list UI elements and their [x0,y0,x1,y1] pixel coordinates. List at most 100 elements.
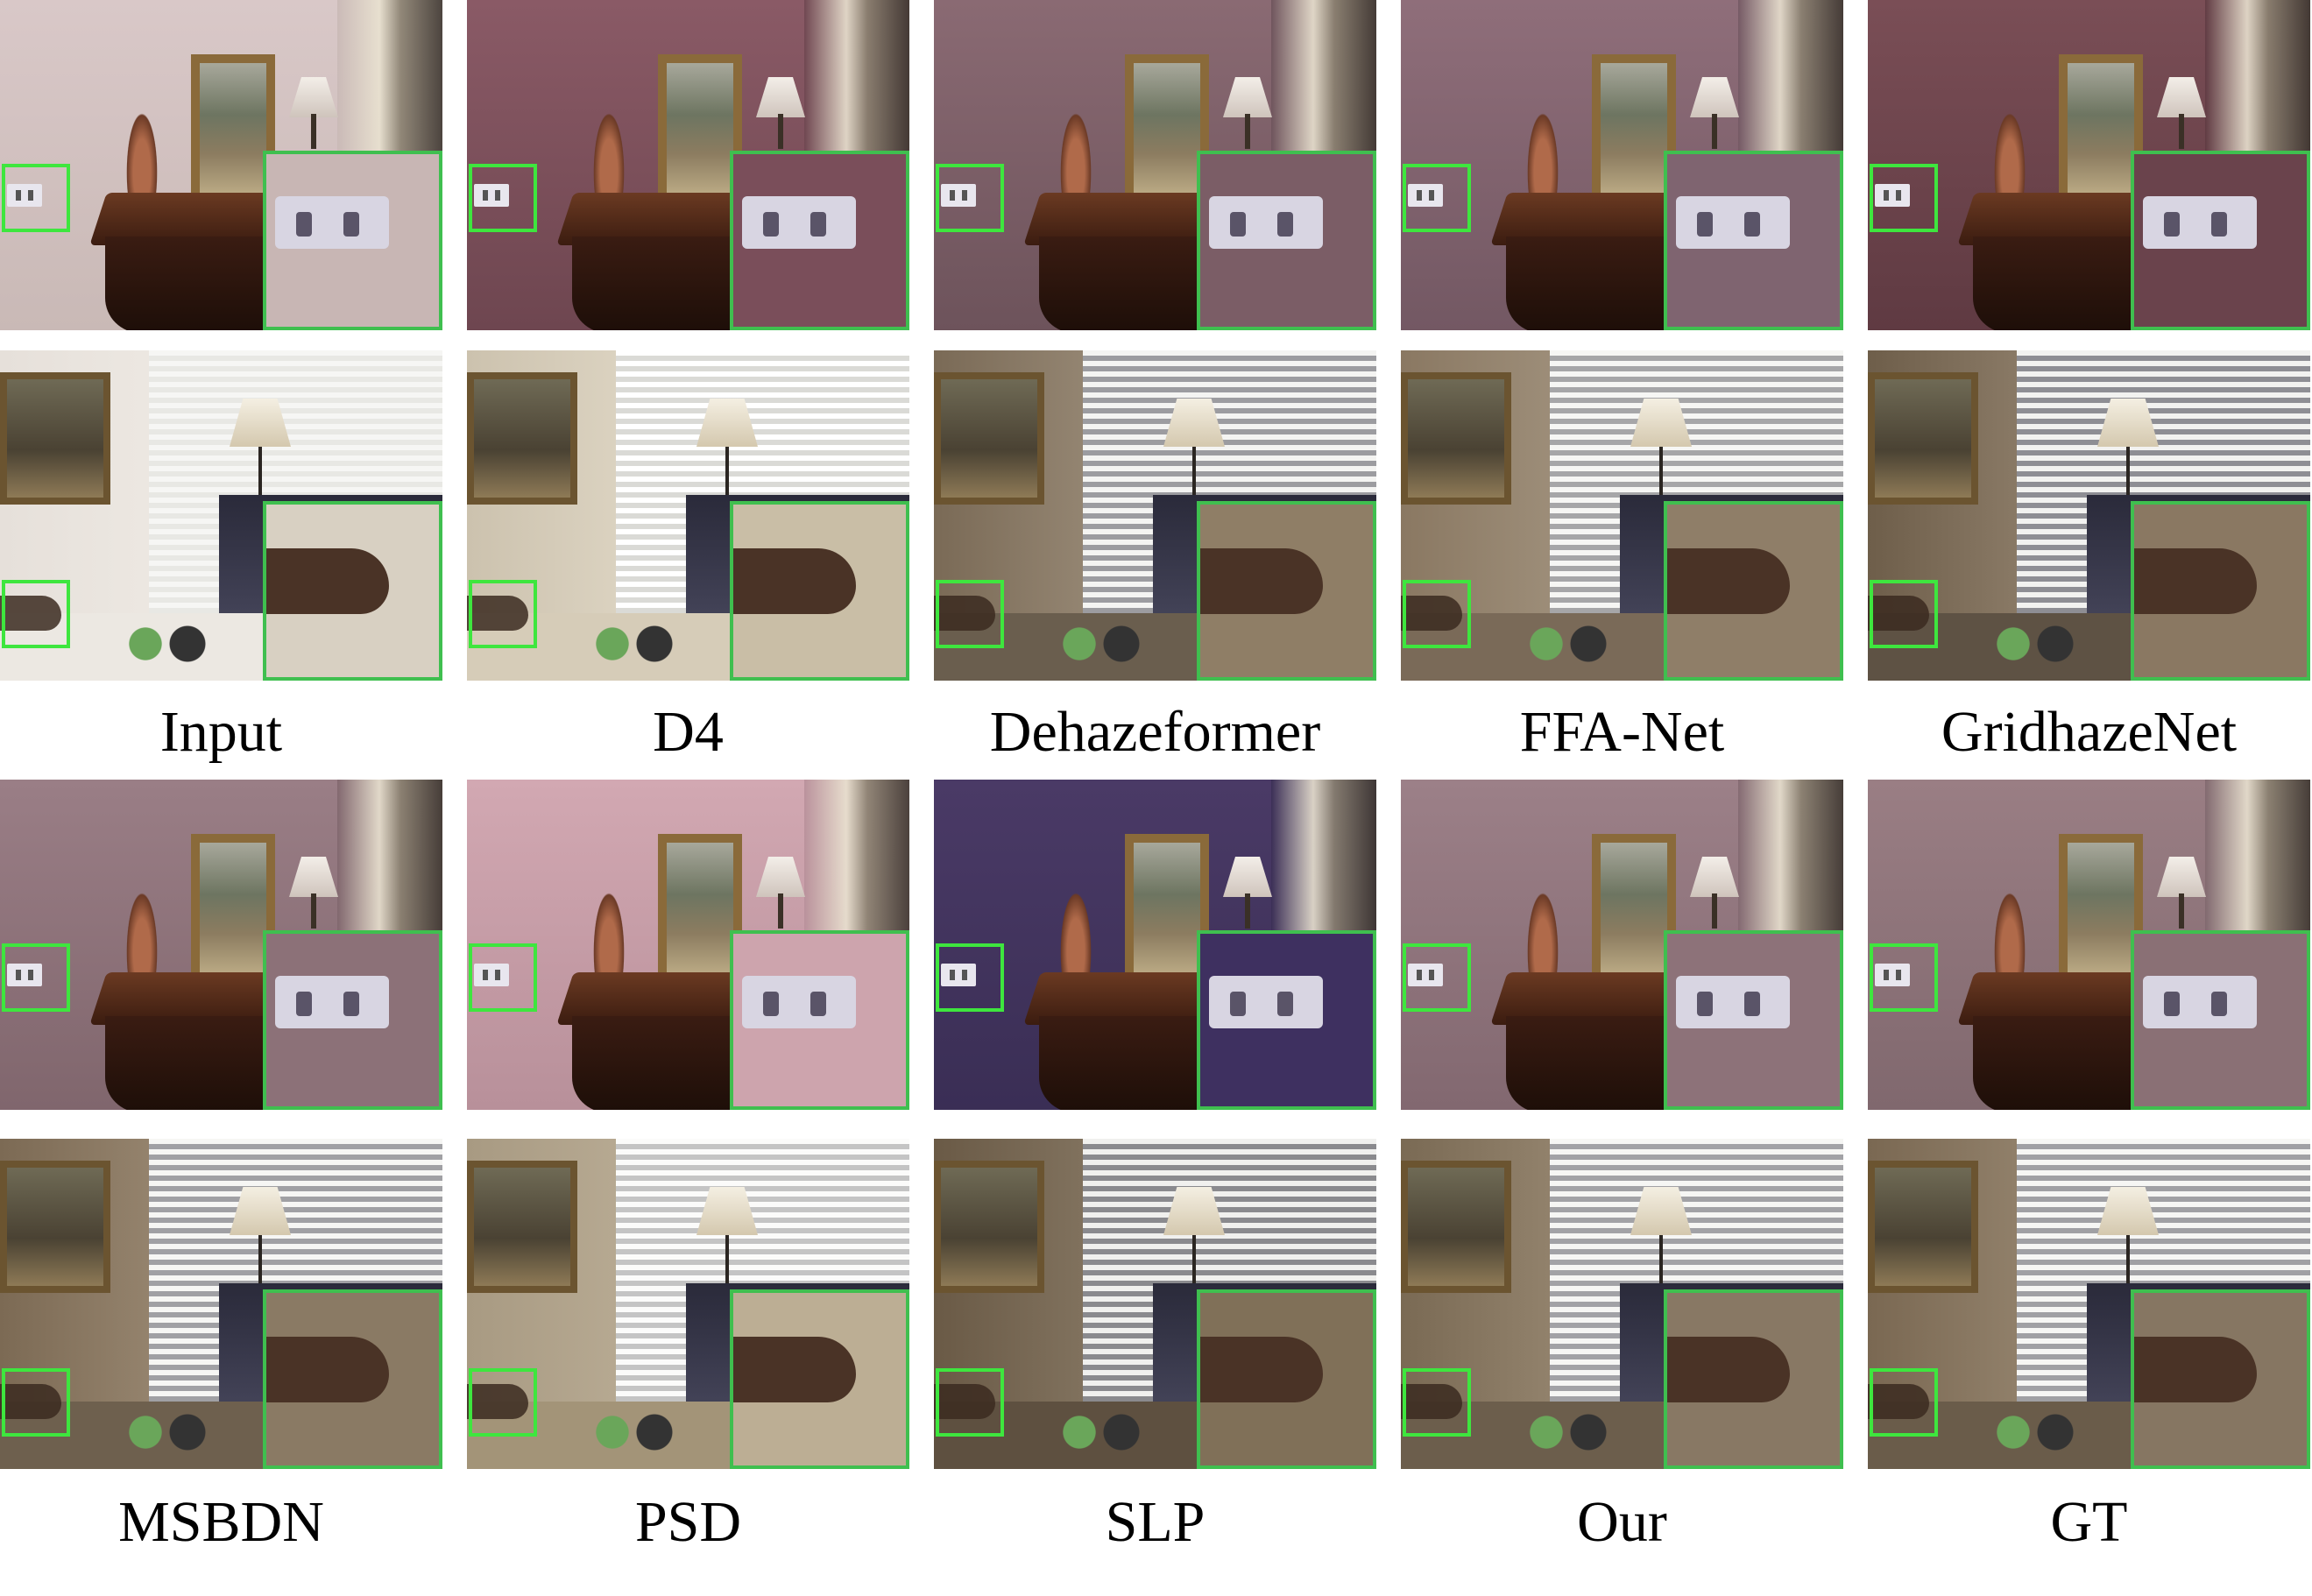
roi-box [936,164,1004,232]
still-life-painting [1401,1161,1511,1293]
caption-msbdn: MSBDN [118,1490,324,1554]
lamp-pole [2126,1235,2130,1314]
zoom-inset [263,151,442,330]
inset-dark-object [1200,548,1323,614]
lamp-stem [2179,114,2184,149]
photo-gt-hall [1868,780,2310,1110]
lamp-pole [1192,1235,1196,1314]
zoom-inset [263,501,442,681]
zoom-inset [730,1289,909,1469]
framed-picture [658,54,742,201]
roi-box [1403,1368,1471,1437]
toy-stroller [114,613,219,674]
zoom-inset [263,930,442,1110]
lamp-pole [258,447,262,526]
inset-dark-object [1200,1337,1323,1402]
toy-stroller [1982,1402,2087,1463]
dark-object [1401,596,1462,631]
light-switch [1408,184,1443,207]
framed-picture [2059,54,2143,201]
vase [591,105,626,201]
still-life-painting [1401,372,1511,505]
vase [1992,885,2027,981]
lamp-stem [311,114,316,149]
dark-object [934,596,995,631]
photo-msbdn-room [0,1139,442,1469]
zoom-inset [1664,151,1843,330]
photo-input-room [0,350,442,681]
photo-slp-hall [934,780,1376,1110]
still-life-painting [0,372,110,505]
vase [1058,105,1093,201]
dark-object [1868,596,1929,631]
photo-ffa-net-hall [1401,0,1843,330]
still-life-painting [0,1161,110,1293]
lamp-pole [725,447,729,526]
photo-msbdn-hall [0,780,442,1110]
inset-switch [1676,976,1790,1028]
roi-box [1403,943,1471,1012]
zoom-inset [730,151,909,330]
zoom-inset [1664,930,1843,1110]
lamp-pole [258,1235,262,1314]
lamp-stem [1712,893,1717,929]
zoom-inset [1197,151,1376,330]
zoom-inset [1664,1289,1843,1469]
caption-gridhazenet: GridhazeNet [1941,700,2238,764]
vase [1992,105,2027,201]
toy-stroller [1048,1402,1153,1463]
inset-switch [1209,976,1323,1028]
caption-dehazeformer: Dehazeformer [989,700,1321,764]
photo-dehazeformer-hall [934,0,1376,330]
inset-dark-object [2134,548,2257,614]
zoom-inset [263,1289,442,1469]
zoom-inset [730,930,909,1110]
zoom-inset [2131,501,2310,681]
still-life-painting [467,1161,577,1293]
inset-dark-object [1667,548,1790,614]
roi-box [1870,164,1938,232]
photo-gridhazenet-room [1868,350,2310,681]
vase [1525,105,1560,201]
roi-box [936,580,1004,648]
photo-ffa-net-room [1401,350,1843,681]
lamp-pole [1192,447,1196,526]
framed-picture [1125,54,1209,201]
lamp-stem [2179,893,2184,929]
light-switch [941,184,976,207]
still-life-painting [1868,372,1978,505]
zoom-inset [2131,930,2310,1110]
photo-psd-room [467,1139,909,1469]
lamp-stem [1712,114,1717,149]
lamp-pole [725,1235,729,1314]
inset-switch [275,196,389,249]
light-switch [474,964,509,986]
vase [591,885,626,981]
still-life-painting [934,1161,1044,1293]
vase [124,885,159,981]
photo-gridhazenet-hall [1868,0,2310,330]
inset-switch [275,976,389,1028]
zoom-inset [1197,501,1376,681]
inset-switch [1676,196,1790,249]
light-switch [7,964,42,986]
toy-stroller [581,613,686,674]
lamp-stem [1245,114,1250,149]
framed-picture [1592,834,1676,981]
dark-object [0,1384,61,1419]
photo-dehazeformer-room [934,350,1376,681]
lamp-stem [1245,893,1250,929]
inset-switch [742,976,856,1028]
roi-box [936,1368,1004,1437]
framed-picture [658,834,742,981]
inset-switch [2143,196,2257,249]
dark-object [1401,1384,1462,1419]
photo-input-hall [0,0,442,330]
zoom-inset [1197,930,1376,1110]
roi-box [1870,1368,1938,1437]
lamp-stem [778,114,783,149]
photo-d4-room [467,350,909,681]
photo-our-hall [1401,780,1843,1110]
light-switch [474,184,509,207]
inset-dark-object [1667,1337,1790,1402]
